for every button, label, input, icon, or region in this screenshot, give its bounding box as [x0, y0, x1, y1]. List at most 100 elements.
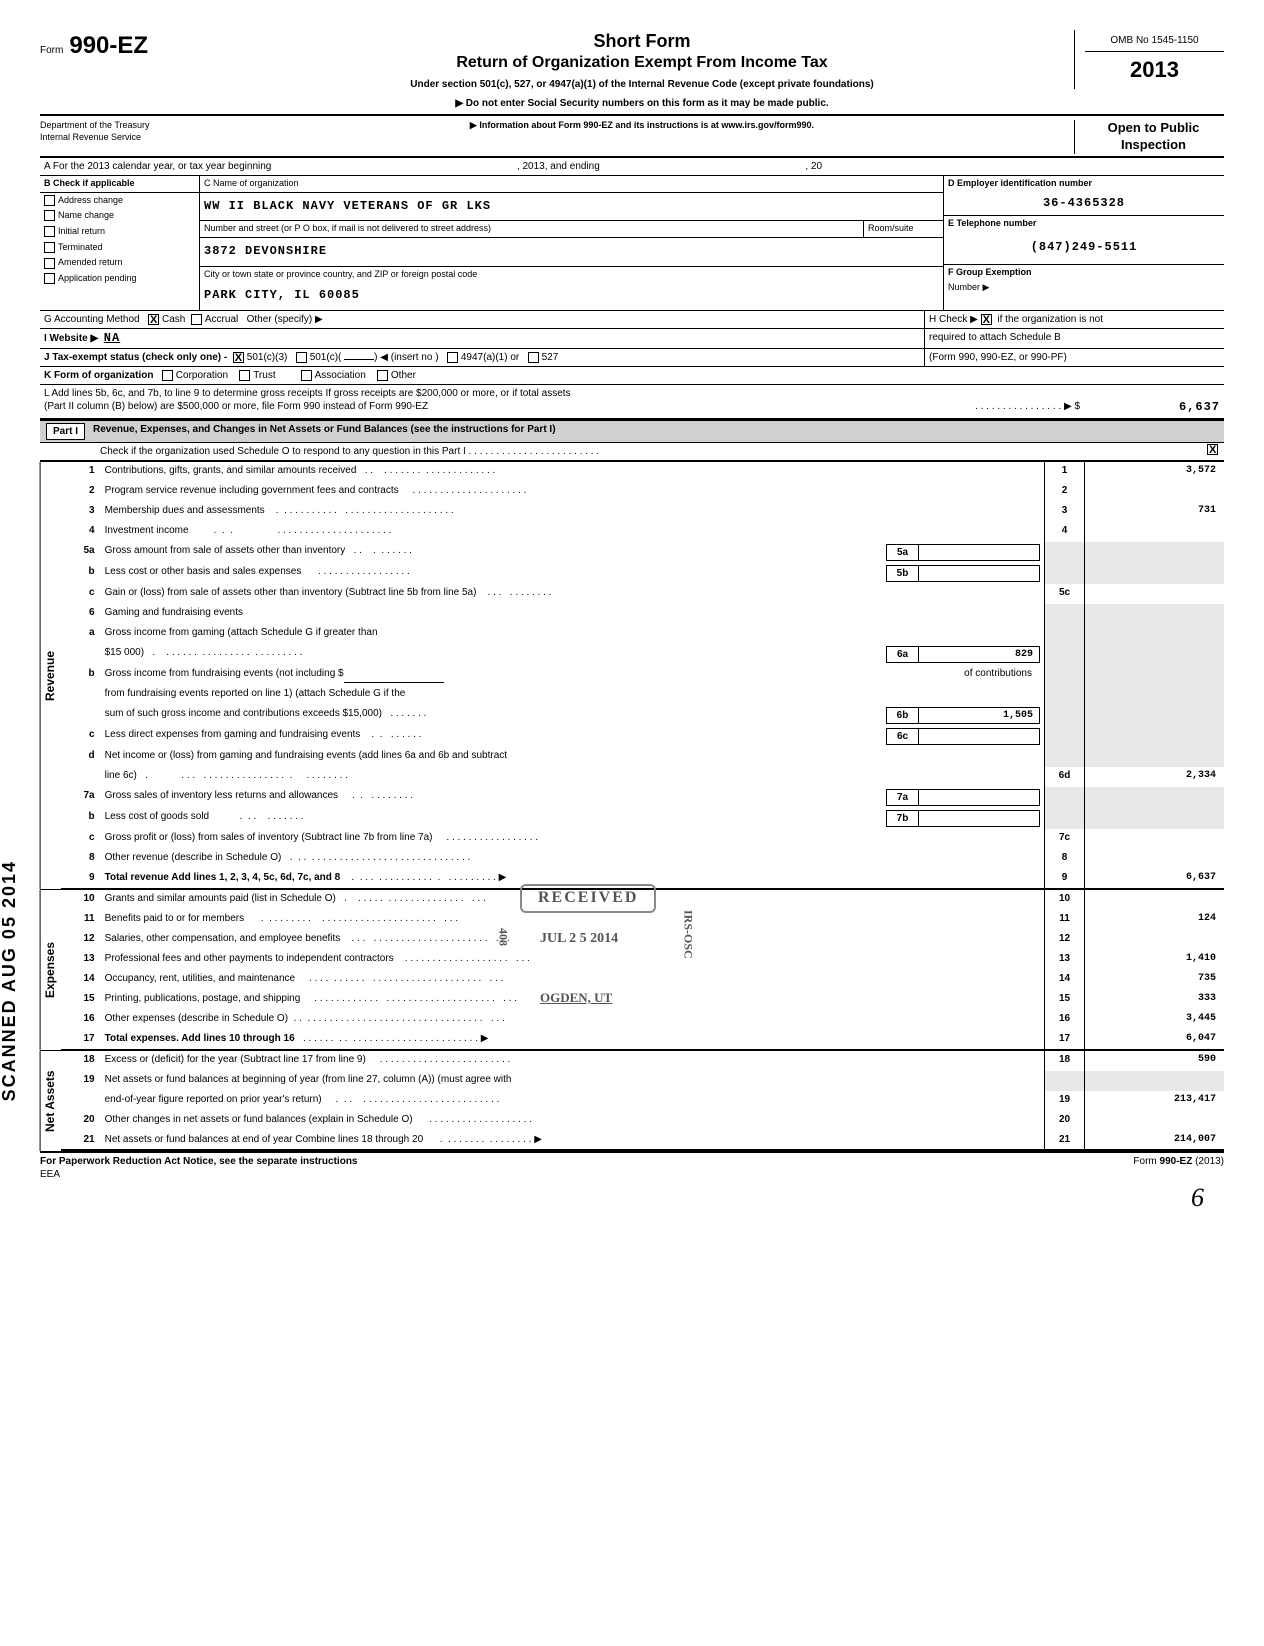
k-d: Other: [391, 370, 416, 381]
l6d-desc2: line 6c): [105, 770, 137, 781]
b-item-0: Address change: [58, 195, 123, 205]
l-line1: L Add lines 5b, 6c, and 7b, to line 9 to…: [44, 387, 1220, 400]
line-a-label: A For the 2013 calendar year, or tax yea…: [44, 161, 271, 172]
l5a-box: 5a: [887, 545, 919, 560]
chk-4947[interactable]: [447, 352, 458, 363]
l3-val: 731: [1084, 502, 1224, 522]
l21-val: 214,007: [1084, 1131, 1224, 1149]
j-a: 501(c)(3): [247, 352, 288, 363]
j-label: J Tax-exempt status (check only one) -: [44, 352, 227, 363]
city-label: City or town state or province country, …: [200, 267, 943, 283]
l3-desc: Membership dues and assessments: [105, 505, 265, 516]
title: Short Form: [230, 30, 1054, 53]
under-section: Under section 501(c), 527, or 4947(a)(1)…: [230, 78, 1054, 91]
l9-val: 6,637: [1084, 869, 1224, 888]
l8-desc: Other revenue (describe in Schedule O): [105, 852, 282, 863]
l8-val: [1084, 849, 1224, 869]
ein: 36-4365328: [944, 192, 1224, 217]
chk-h[interactable]: [981, 314, 992, 325]
l6d-val: 2,334: [1084, 767, 1224, 787]
l5b-boxval: [919, 566, 1039, 581]
j-c: ) ◀ (insert no ): [374, 352, 438, 363]
l4-desc: Investment income: [105, 525, 189, 536]
g-other: Other (specify) ▶: [247, 314, 323, 325]
chk-527[interactable]: [528, 352, 539, 363]
row-i: I Website ▶ NA required to attach Schedu…: [40, 329, 1224, 350]
d-label: D Employer identification number: [944, 176, 1224, 192]
footer-right: Form 990-EZ (2013): [1133, 1155, 1224, 1181]
form-label: Form: [40, 44, 63, 57]
l6a-box: 6a: [887, 647, 919, 662]
l9-desc: Total revenue Add lines 1, 2, 3, 4, 5c, …: [105, 872, 341, 883]
row-l: L Add lines 5b, 6c, and 7b, to line 9 to…: [40, 385, 1224, 419]
chk-other[interactable]: [377, 370, 388, 381]
l1-desc: Contributions, gifts, grants, and simila…: [105, 465, 357, 476]
l6b-contrib: of contributions: [444, 667, 1040, 683]
b-item-3: Terminated: [58, 242, 103, 252]
k-a: Corporation: [176, 370, 228, 381]
j-b: 501(c)(: [310, 352, 342, 363]
chk-assoc[interactable]: [301, 370, 312, 381]
website: NA: [104, 331, 120, 345]
g-cash: Cash: [162, 314, 185, 325]
chk-initial-return[interactable]: [44, 226, 55, 237]
l6d-desc1: Net income or (loss) from gaming and fun…: [101, 747, 1044, 767]
chk-trust[interactable]: [239, 370, 250, 381]
chk-pending[interactable]: [44, 273, 55, 284]
received-stamp: RECEIVED: [520, 884, 656, 913]
info-grid: B Check if applicable Address change Nam…: [40, 176, 1224, 311]
l6a-desc1: Gross income from gaming (attach Schedul…: [101, 624, 1044, 644]
part1-check-row: Check if the organization used Schedule …: [40, 443, 1224, 461]
open-public: Open to Public: [1083, 120, 1224, 137]
l1-val: 3,572: [1084, 462, 1224, 482]
l-line2: (Part II column (B) below) are $500,000 …: [44, 400, 428, 416]
l6b-boxval: 1,505: [919, 708, 1039, 723]
l6c-box: 6c: [887, 729, 919, 744]
row-gh: G Accounting Method Cash Accrual Other (…: [40, 311, 1224, 329]
chk-501c3[interactable]: [233, 352, 244, 363]
stamp-date: JUL 2 5 2014: [540, 930, 618, 948]
org-name: WW II BLACK NAVY VETERANS OF GR LKS: [200, 193, 943, 222]
h-txt3: (Form 990, 990-EZ, or 990-PF): [924, 349, 1224, 366]
b-item-5: Application pending: [58, 273, 137, 283]
l19-desc2: end-of-year figure reported on prior yea…: [105, 1094, 322, 1105]
l20-desc: Other changes in net assets or fund bala…: [105, 1114, 413, 1125]
l6a-desc2: $15 000): [105, 647, 144, 658]
chk-cash[interactable]: [148, 314, 159, 325]
footer-left: For Paperwork Reduction Act Notice, see …: [40, 1156, 358, 1167]
l6b-box: 6b: [887, 708, 919, 723]
chk-part1-scho[interactable]: [1207, 444, 1218, 455]
l6b-desc3: sum of such gross income and contributio…: [105, 708, 382, 719]
part1-header: Part I Revenue, Expenses, and Changes in…: [40, 419, 1224, 443]
line-a-end: , 20: [805, 161, 822, 172]
info-notice: ▶ Information about Form 990-EZ and its …: [210, 120, 1074, 154]
h-label: H Check ▶: [929, 314, 978, 325]
l7b-desc: Less cost of goods sold: [105, 811, 210, 822]
l5a-boxval: [919, 545, 1039, 560]
chk-terminated[interactable]: [44, 242, 55, 253]
l5a-desc: Gross amount from sale of assets other t…: [105, 545, 346, 556]
chk-accrual[interactable]: [191, 314, 202, 325]
l6b-desc1: Gross income from fundraising events (no…: [105, 667, 344, 683]
l15-val: 333: [1084, 990, 1224, 1010]
l7a-desc: Gross sales of inventory less returns an…: [105, 790, 338, 801]
l16-desc: Other expenses (describe in Schedule O): [105, 1013, 288, 1024]
form-number: 990-EZ: [69, 30, 148, 61]
chk-address-change[interactable]: [44, 195, 55, 206]
l2-desc: Program service revenue including govern…: [105, 485, 399, 496]
chk-name-change[interactable]: [44, 210, 55, 221]
l5c-desc: Gain or (loss) from sale of assets other…: [105, 587, 477, 598]
line-a-mid: , 2013, and ending: [517, 161, 600, 172]
chk-amended[interactable]: [44, 258, 55, 269]
stamp-ogden: OGDEN, UT: [540, 990, 612, 1007]
part1-check: Check if the organization used Schedule …: [40, 443, 1204, 460]
g-label: G Accounting Method: [44, 314, 140, 325]
h-txt2: required to attach Schedule B: [924, 329, 1224, 349]
l10-val: [1084, 890, 1224, 910]
chk-501c[interactable]: [296, 352, 307, 363]
room-label: Room/suite: [863, 221, 943, 237]
chk-corp[interactable]: [162, 370, 173, 381]
footer: For Paperwork Reduction Act Notice, see …: [40, 1151, 1224, 1181]
l11-val: 124: [1084, 910, 1224, 930]
l19-val: 213,417: [1084, 1091, 1224, 1111]
